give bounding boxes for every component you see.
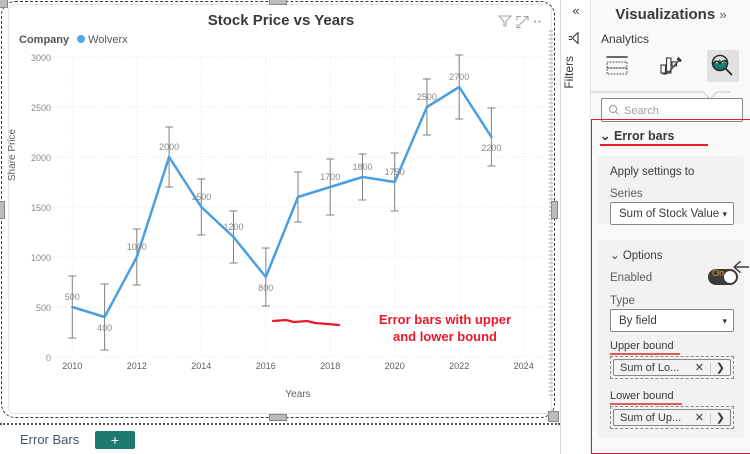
svg-text:1000: 1000 xyxy=(127,242,147,252)
svg-text:2014: 2014 xyxy=(191,361,211,371)
svg-text:2024: 2024 xyxy=(514,361,534,371)
svg-text:2018: 2018 xyxy=(320,361,340,371)
svg-text:2500: 2500 xyxy=(417,92,437,102)
svg-text:2012: 2012 xyxy=(127,361,147,371)
svg-text:400: 400 xyxy=(97,323,112,333)
svg-text:2010: 2010 xyxy=(62,361,82,371)
svg-text:1750: 1750 xyxy=(385,167,405,177)
svg-text:2200: 2200 xyxy=(481,143,501,153)
svg-text:800: 800 xyxy=(258,283,273,293)
svg-text:1200: 1200 xyxy=(223,222,243,232)
svg-text:1500: 1500 xyxy=(191,192,211,202)
svg-text:500: 500 xyxy=(65,292,80,302)
svg-text:2000: 2000 xyxy=(159,142,179,152)
svg-text:1700: 1700 xyxy=(320,172,340,182)
svg-text:1800: 1800 xyxy=(352,162,372,172)
svg-text:2016: 2016 xyxy=(256,361,276,371)
svg-text:2020: 2020 xyxy=(385,361,405,371)
svg-text:2700: 2700 xyxy=(449,72,469,82)
svg-text:2022: 2022 xyxy=(449,361,469,371)
